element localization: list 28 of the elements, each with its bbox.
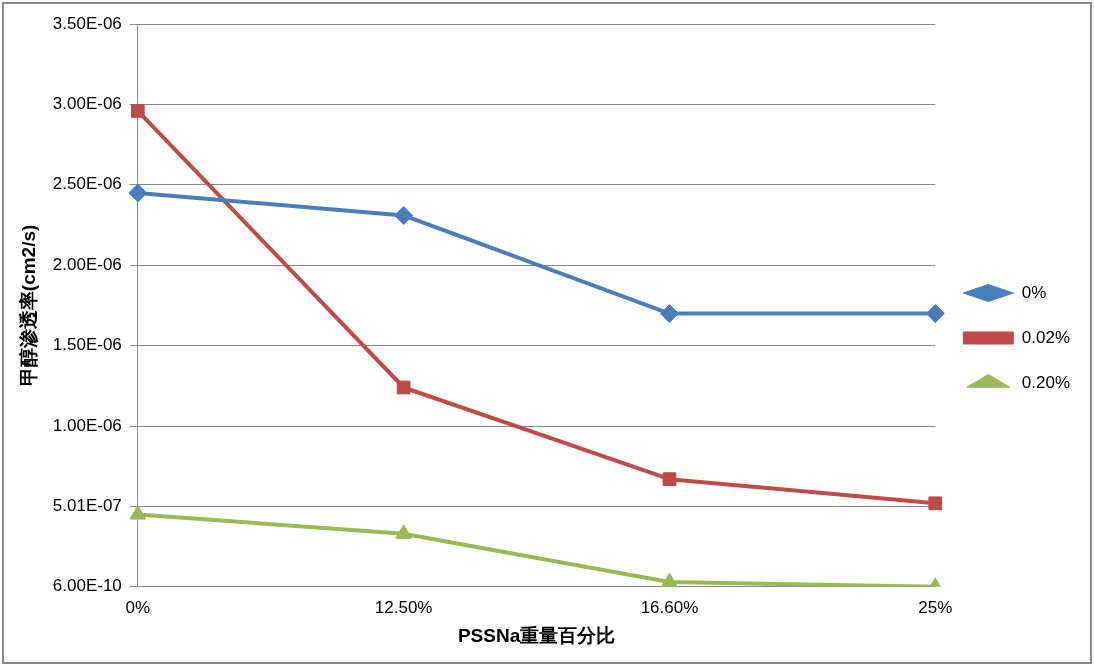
point [129, 505, 147, 520]
legend-label: 0% [1021, 282, 1047, 302]
x-tick-label: 0% [125, 597, 151, 617]
point [128, 183, 148, 203]
y-tick-label: 1.00E-06 [52, 415, 122, 435]
y-tick-label: 2.00E-06 [52, 254, 122, 274]
point [396, 380, 411, 395]
y-axis-title: 甲醇渗透率(cm2/s) [17, 224, 39, 387]
point [394, 205, 414, 225]
x-tick-label: 16.60% [640, 597, 699, 617]
x-axis-title: PSSNa重量百分比 [457, 624, 616, 646]
x-tick-label: 25% [918, 597, 953, 617]
point [659, 304, 679, 324]
point [661, 572, 678, 587]
point [130, 104, 145, 118]
point [925, 304, 945, 324]
point [928, 496, 943, 511]
x-tick-label: 12.50% [374, 597, 433, 617]
legend-label: 0.20% [1021, 372, 1070, 392]
legend-label: 0.02% [1021, 327, 1070, 347]
y-tick-label: 1.50E-06 [52, 335, 122, 355]
y-tick-label: 3.00E-06 [52, 94, 122, 114]
y-tick-label: 3.50E-06 [52, 13, 122, 33]
y-tick-label: 2.50E-06 [52, 174, 122, 194]
y-tick-label: 5.01E-07 [52, 496, 122, 516]
point [662, 472, 677, 487]
point [395, 524, 412, 539]
y-tick-label: 6.00E-10 [52, 576, 122, 596]
